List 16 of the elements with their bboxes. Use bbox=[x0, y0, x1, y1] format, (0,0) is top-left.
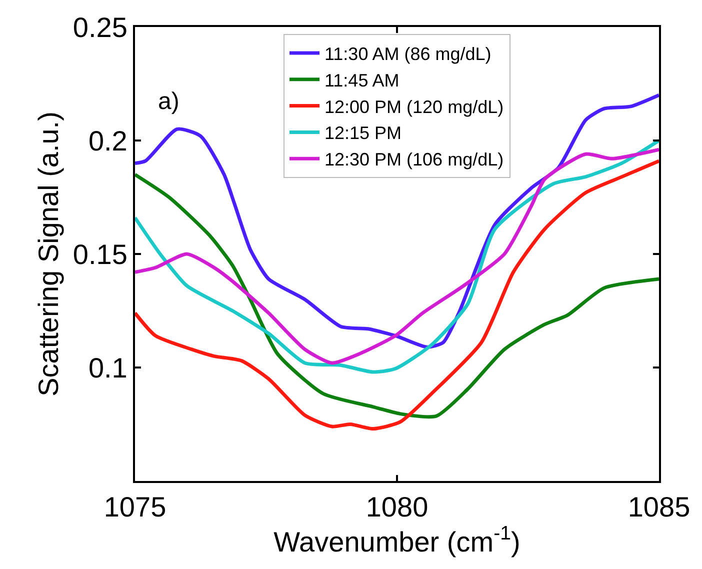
line-series bbox=[135, 93, 659, 349]
y-tick-label: 0.25 bbox=[72, 12, 128, 43]
x-tick-label: 1080 bbox=[366, 492, 428, 523]
legend-label: 11:45 AM bbox=[324, 70, 400, 90]
legend-label: 11:30 AM (86 mg/dL) bbox=[324, 44, 492, 64]
legend-label: 12:00 PM (120 mg/dL) bbox=[324, 96, 504, 117]
legend-label: 12:15 PM bbox=[324, 123, 402, 144]
y-tick-label: 0.2 bbox=[88, 125, 128, 156]
y-tick-label: 0.15 bbox=[72, 238, 128, 270]
annotation: a) bbox=[158, 88, 180, 115]
x-tick-label: 1085 bbox=[628, 492, 690, 523]
y-axis-title: Scattering Signal (a.u.) bbox=[33, 112, 64, 396]
y-tick-label: 0.1 bbox=[88, 352, 128, 384]
legend-label: 12:30 PM (106 mg/dL) bbox=[324, 150, 504, 170]
x-tick-label: 1075 bbox=[104, 492, 166, 523]
x-axis-title: Wavenumber (cm$^{-1}$) bbox=[274, 522, 520, 558]
